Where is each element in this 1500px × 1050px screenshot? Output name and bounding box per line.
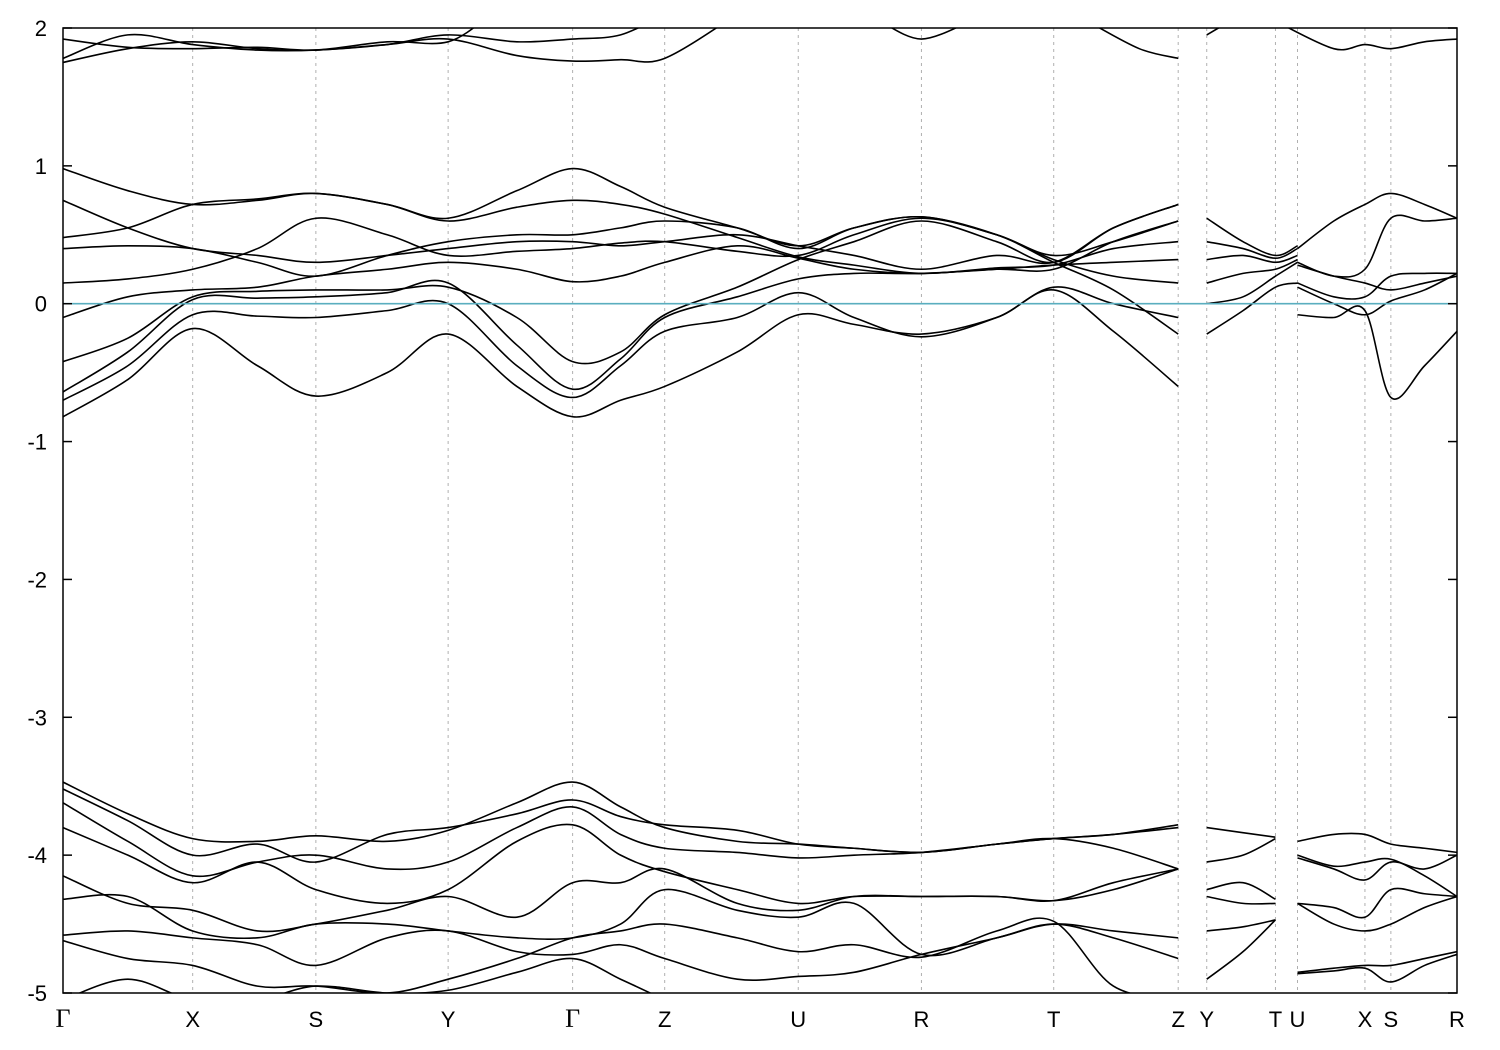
band-line: [1297, 214, 1457, 278]
kpoint-label: Y: [441, 1007, 456, 1032]
band-line: [63, 28, 475, 52]
band-line: [77, 957, 653, 993]
band-line: [1206, 254, 1298, 264]
kpoint-label: R: [913, 1007, 929, 1032]
band-line: [1206, 919, 1277, 980]
band-line: [1206, 919, 1276, 932]
y-tick-label: -2: [27, 567, 47, 592]
band-line: [63, 788, 1179, 863]
band-line: [1297, 854, 1457, 898]
band-line: [1206, 240, 1298, 260]
band-line: [1287, 28, 1457, 51]
plot-frame: [62, 27, 1458, 994]
kpoint-label: U: [1290, 1007, 1306, 1032]
band-line: [1206, 261, 1298, 305]
band-line: [1206, 895, 1276, 905]
band-line: [63, 289, 1179, 418]
y-tick-label: -5: [27, 981, 47, 1006]
band-line: [1297, 953, 1457, 983]
band-line: [1206, 282, 1298, 335]
band-line: [63, 802, 1179, 878]
band-line: [63, 203, 1179, 365]
band-line: [1297, 887, 1457, 919]
y-tick-label: -3: [27, 705, 47, 730]
kpoint-label: Z: [1171, 1007, 1184, 1032]
kpoint-label: X: [185, 1007, 200, 1032]
band-line: [1206, 217, 1298, 257]
kpoint-label: T: [1269, 1007, 1282, 1032]
band-line: [890, 28, 958, 40]
kpoint-label: Γ: [565, 1004, 580, 1033]
kpoint-label: Z: [658, 1007, 671, 1032]
kpoint-label: S: [309, 1007, 324, 1032]
band-line: [1297, 895, 1457, 932]
band-line: [1297, 305, 1457, 400]
band-line: [1098, 28, 1179, 60]
band-line: [63, 192, 1179, 275]
y-tick-label: 1: [35, 154, 47, 179]
band-line: [1206, 826, 1276, 839]
y-tick-label: -1: [27, 430, 47, 455]
band-lines: [63, 28, 1457, 993]
band-line: [1297, 272, 1457, 316]
band-line: [63, 167, 1179, 257]
kpoint-label: U: [790, 1007, 806, 1032]
band-line: [63, 220, 1179, 319]
kpoint-label: R: [1449, 1007, 1465, 1032]
band-line: [63, 867, 1179, 933]
band-line: [63, 199, 1179, 271]
band-line: [63, 823, 1179, 905]
kpoint-label: S: [1384, 1007, 1399, 1032]
kpoint-label: Γ: [55, 1004, 70, 1033]
band-line: [1206, 258, 1298, 284]
kpoint-gridlines: [192, 28, 1392, 993]
y-tick-label: -4: [27, 843, 47, 868]
band-line: [1297, 192, 1457, 250]
kpoint-label: X: [1358, 1007, 1373, 1032]
band-line: [1206, 881, 1276, 900]
kpoint-label: T: [1047, 1007, 1060, 1032]
band-line: [63, 258, 1179, 393]
y-axis-ticks: -5 -4 -3 -2 -1 0 1 2: [27, 16, 1457, 1006]
y-tick-label: 0: [35, 292, 47, 317]
band-line: [63, 923, 1179, 982]
band-line: [1297, 832, 1457, 854]
band-line: [63, 286, 1179, 401]
band-line: [1297, 950, 1457, 974]
band-line: [63, 28, 641, 60]
band-line: [1206, 837, 1276, 863]
y-tick-label: 2: [35, 16, 47, 41]
kpoint-label: Y: [1199, 1007, 1214, 1032]
band-line: [1297, 854, 1457, 881]
band-line: [1297, 264, 1457, 291]
band-line: [1206, 28, 1220, 36]
band-line: [63, 917, 1133, 993]
